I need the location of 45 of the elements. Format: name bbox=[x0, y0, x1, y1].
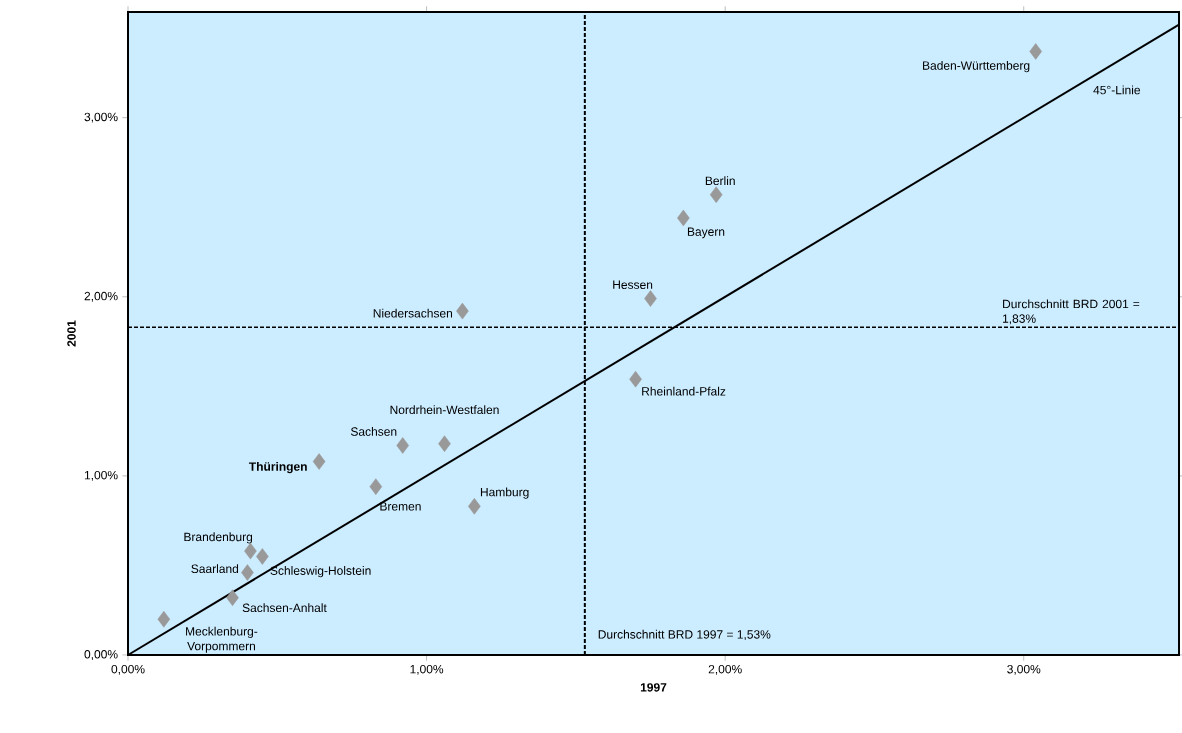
x-tick-label: 0,00% bbox=[111, 664, 145, 675]
series-label: 45°-Linie bbox=[1093, 85, 1141, 95]
annotation: Berlin bbox=[705, 176, 735, 186]
x-tick-label: 3,00% bbox=[1007, 664, 1041, 675]
y-axis-title: 2001 bbox=[67, 320, 76, 347]
annotation: Schleswig-Holstein bbox=[270, 566, 371, 578]
annotation: Brandenburg bbox=[184, 532, 253, 544]
annotation: Sachsen-Anhalt bbox=[242, 603, 327, 613]
annotation: Saarland bbox=[191, 564, 239, 574]
y-tick-label: 3,00% bbox=[84, 112, 118, 123]
ref-line-label: Durchschnitt BRD 2001 = 1,83% bbox=[1003, 299, 1140, 325]
point bbox=[468, 498, 481, 515]
annotation: Thüringen bbox=[248, 461, 307, 474]
point bbox=[157, 610, 171, 628]
point bbox=[629, 370, 642, 388]
annotation: Rheinland-Pfalz bbox=[642, 386, 726, 396]
annotation: Niedersachsen bbox=[373, 308, 453, 318]
point bbox=[1029, 43, 1042, 60]
point bbox=[396, 437, 409, 454]
y-tick-label: 1,00% bbox=[84, 470, 118, 481]
point bbox=[709, 186, 723, 203]
point bbox=[677, 209, 690, 227]
point bbox=[244, 542, 257, 560]
x-tick-label: 1,00% bbox=[410, 664, 444, 675]
point bbox=[644, 290, 657, 307]
point bbox=[256, 548, 269, 565]
y-tick-label: 0,00% bbox=[84, 650, 118, 660]
point bbox=[456, 302, 469, 320]
point bbox=[241, 564, 254, 581]
annotation: Bayern bbox=[687, 227, 725, 239]
point bbox=[312, 453, 326, 470]
annotation: Baden-Württemberg bbox=[923, 60, 1030, 73]
annotation: Hessen bbox=[613, 280, 653, 289]
x-tick-label: 2,00% bbox=[708, 664, 742, 675]
annotation: Mecklenburg-Vorpommern bbox=[186, 626, 258, 653]
annotation: Nordrhein-Westfalen bbox=[390, 405, 499, 415]
annotation: Sachsen bbox=[350, 427, 397, 436]
y-tick-label: 2,00% bbox=[84, 291, 118, 302]
x-axis-title: 1997 bbox=[640, 683, 667, 692]
annotation: Hamburg bbox=[480, 487, 529, 499]
ref-line-label: Durchschnitt BRD 1997 = 1,53% bbox=[598, 629, 771, 641]
annotation: Bremen bbox=[380, 502, 421, 511]
point bbox=[438, 435, 451, 452]
point bbox=[369, 478, 383, 495]
point bbox=[226, 589, 239, 606]
